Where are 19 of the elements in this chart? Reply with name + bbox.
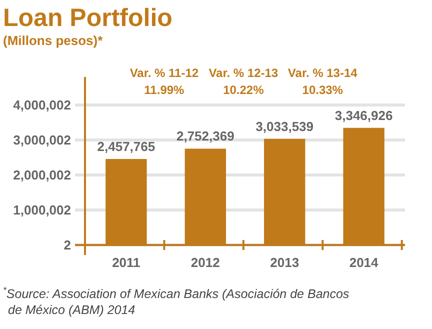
data-label: 2,752,369 [176, 128, 234, 144]
x-tick-label: 2012 [190, 255, 220, 270]
chart-title: Loan Portfolio [3, 4, 172, 32]
y-tick-label: 4,000,002 [13, 98, 71, 113]
y-tick-label: 2 [64, 238, 71, 253]
y-tick-label: 2,000,002 [13, 168, 71, 183]
y-tick-label: 3,000,002 [13, 132, 71, 148]
chart-subtitle: (Millons pesos)* [3, 33, 104, 48]
data-label: 2,457,765 [97, 138, 156, 154]
data-label: 3,033,539 [256, 118, 314, 134]
data-label: 3,346,926 [334, 108, 393, 123]
annotation: Var. % 11-12 11.99% [130, 66, 199, 97]
x-tick-label: 2013 [270, 255, 300, 270]
x-tick-label: 2011 [112, 255, 140, 270]
x-tick-label: 2014 [349, 255, 380, 270]
annotation: Var. % 13-14 10.33% [288, 66, 358, 97]
text: $^{*}$Source: Association of Mexican Banks (Asociación de Bancos de México (ABM) 2014 [3, 285, 350, 317]
annotation: Var. % 12-13 10.22% [208, 66, 278, 97]
y-tick-label: 1,000,002 [13, 202, 71, 218]
